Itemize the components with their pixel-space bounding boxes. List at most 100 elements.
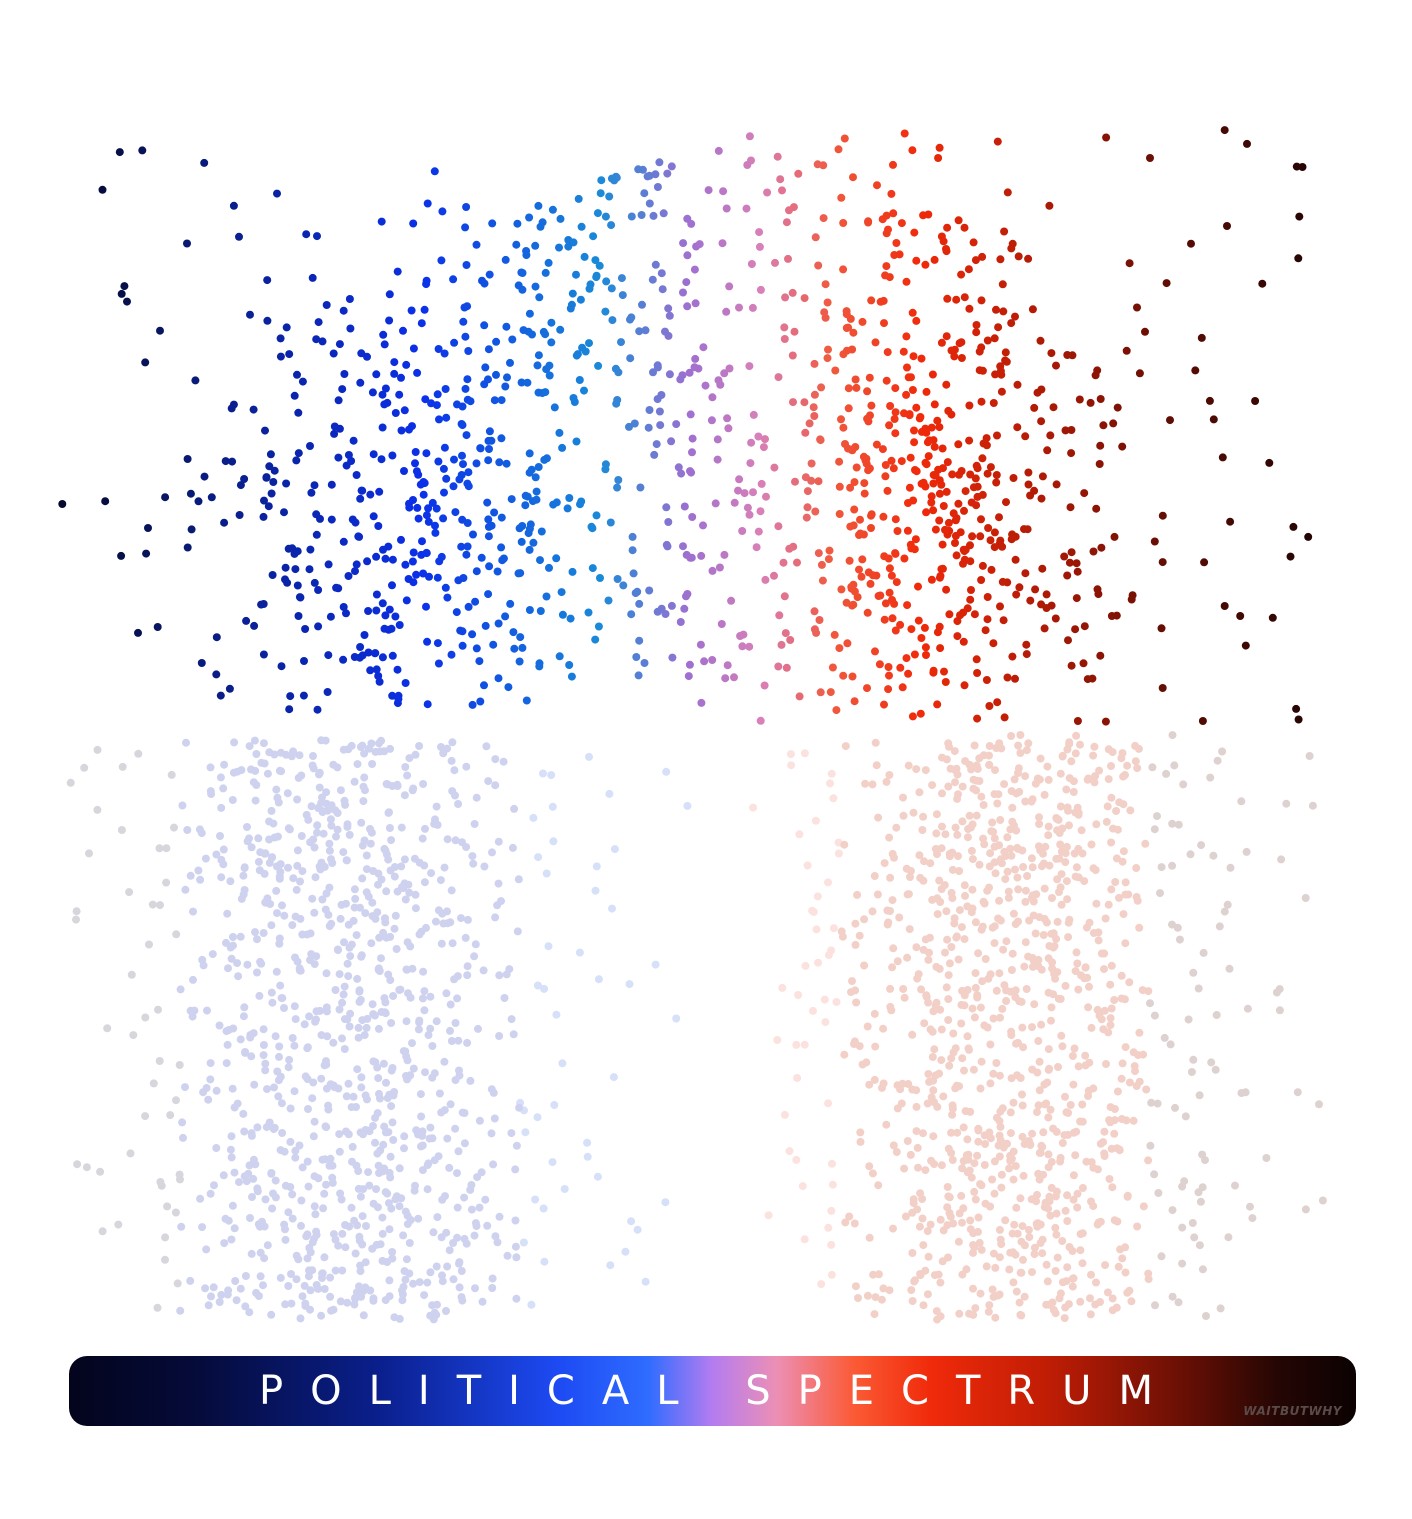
spectrum-dot (1162, 769, 1171, 778)
spectrum-dot (555, 428, 564, 437)
spectrum-dot (591, 635, 600, 644)
spectrum-dot (856, 1137, 865, 1146)
spectrum-dot (502, 970, 511, 979)
spectrum-dot (1024, 739, 1033, 748)
spectrum-dot (186, 1006, 195, 1015)
spectrum-dot (935, 876, 944, 885)
spectrum-dot (417, 1112, 426, 1121)
spectrum-dot (975, 860, 984, 869)
spectrum-dot (364, 648, 373, 657)
spectrum-dot (1000, 981, 1009, 990)
spectrum-dot (1077, 826, 1086, 835)
spectrum-dot (120, 282, 129, 291)
spectrum-dot (189, 975, 197, 984)
spectrum-dot (1308, 801, 1317, 810)
spectrum-dot (511, 1165, 520, 1174)
spectrum-dot (1118, 1254, 1127, 1263)
spectrum-dot (172, 1096, 180, 1105)
spectrum-dot (735, 475, 744, 484)
spectrum-dot (285, 705, 294, 714)
spectrum-dot (992, 478, 1001, 487)
spectrum-dot (357, 818, 366, 827)
spectrum-dot (1013, 873, 1022, 882)
spectrum-dot (871, 738, 880, 747)
spectrum-dot (754, 432, 763, 441)
spectrum-dot (308, 273, 317, 282)
spectrum-dot (125, 888, 134, 897)
spectrum-dot (1037, 965, 1046, 974)
spectrum-dot (913, 1205, 922, 1214)
spectrum-dot (1092, 504, 1101, 513)
spectrum-dot (246, 1214, 254, 1222)
spectrum-dot (1006, 1156, 1015, 1165)
spectrum-dot (283, 789, 292, 798)
spectrum-dot (418, 1131, 427, 1140)
spectrum-dot (458, 627, 467, 636)
spectrum-dot (1134, 1051, 1143, 1060)
spectrum-dot (876, 591, 885, 600)
spectrum-dot (368, 898, 377, 907)
spectrum-dot (441, 385, 450, 393)
spectrum-dot (1089, 1084, 1098, 1093)
spectrum-dot (880, 615, 889, 624)
spectrum-dot (948, 865, 957, 874)
spectrum-dot (915, 788, 924, 797)
spectrum-dot (426, 1268, 435, 1277)
spectrum-dot (1107, 961, 1116, 970)
spectrum-dot (267, 489, 276, 498)
spectrum-dot (704, 186, 713, 195)
spectrum-dot (1091, 866, 1100, 875)
spectrum-dot (200, 472, 209, 481)
spectrum-dot (306, 1305, 314, 1314)
spectrum-dot (1040, 1080, 1049, 1089)
spectrum-dot (310, 481, 319, 490)
spectrum-dot (306, 1286, 315, 1295)
spectrum-dot (383, 1094, 392, 1103)
spectrum-dot (375, 747, 384, 756)
spectrum-dot (409, 344, 418, 353)
spectrum-dot (390, 358, 399, 367)
spectrum-dot (1110, 996, 1119, 1004)
spectrum-dot (1190, 1233, 1199, 1242)
spectrum-dot (835, 644, 844, 653)
spectrum-dot (974, 1124, 983, 1133)
spectrum-dot (1044, 1163, 1053, 1172)
spectrum-dot (1094, 590, 1103, 599)
spectrum-dot (1037, 494, 1046, 503)
spectrum-dot (528, 330, 536, 339)
spectrum-dot (1061, 1092, 1069, 1101)
spectrum-dot (1157, 1252, 1166, 1261)
spectrum-dot (402, 1255, 411, 1264)
spectrum-dot (950, 747, 959, 756)
spectrum-dot (947, 1128, 956, 1137)
spectrum-dot (548, 205, 557, 214)
spectrum-dot (420, 878, 429, 887)
spectrum-dot (927, 1156, 936, 1165)
spectrum-dot (649, 368, 657, 377)
spectrum-dot (558, 610, 567, 619)
spectrum-dot (902, 654, 911, 663)
spectrum-dot (1014, 769, 1022, 777)
spectrum-dot (1023, 525, 1032, 534)
spectrum-dot (742, 204, 751, 213)
spectrum-dot (834, 849, 843, 858)
spectrum-dot (1025, 1233, 1034, 1242)
spectrum-dot (906, 867, 915, 875)
spectrum-dot (322, 1007, 331, 1016)
spectrum-dot (497, 543, 506, 552)
spectrum-dot (1018, 1222, 1027, 1231)
spectrum-dot (1160, 1033, 1169, 1042)
spectrum-dot (915, 1222, 924, 1231)
spectrum-dot (300, 657, 308, 665)
spectrum-dot (312, 530, 321, 539)
spectrum-dot (117, 826, 126, 834)
spectrum-dot (426, 1311, 435, 1320)
spectrum-dot (480, 279, 489, 288)
spectrum-dot (459, 317, 468, 326)
spectrum-dot (999, 616, 1008, 625)
spectrum-dot (1052, 361, 1060, 370)
spectrum-dot (525, 606, 534, 614)
spectrum-dot (1103, 802, 1112, 811)
spectrum-dot (592, 511, 601, 520)
spectrum-dot (677, 469, 686, 478)
